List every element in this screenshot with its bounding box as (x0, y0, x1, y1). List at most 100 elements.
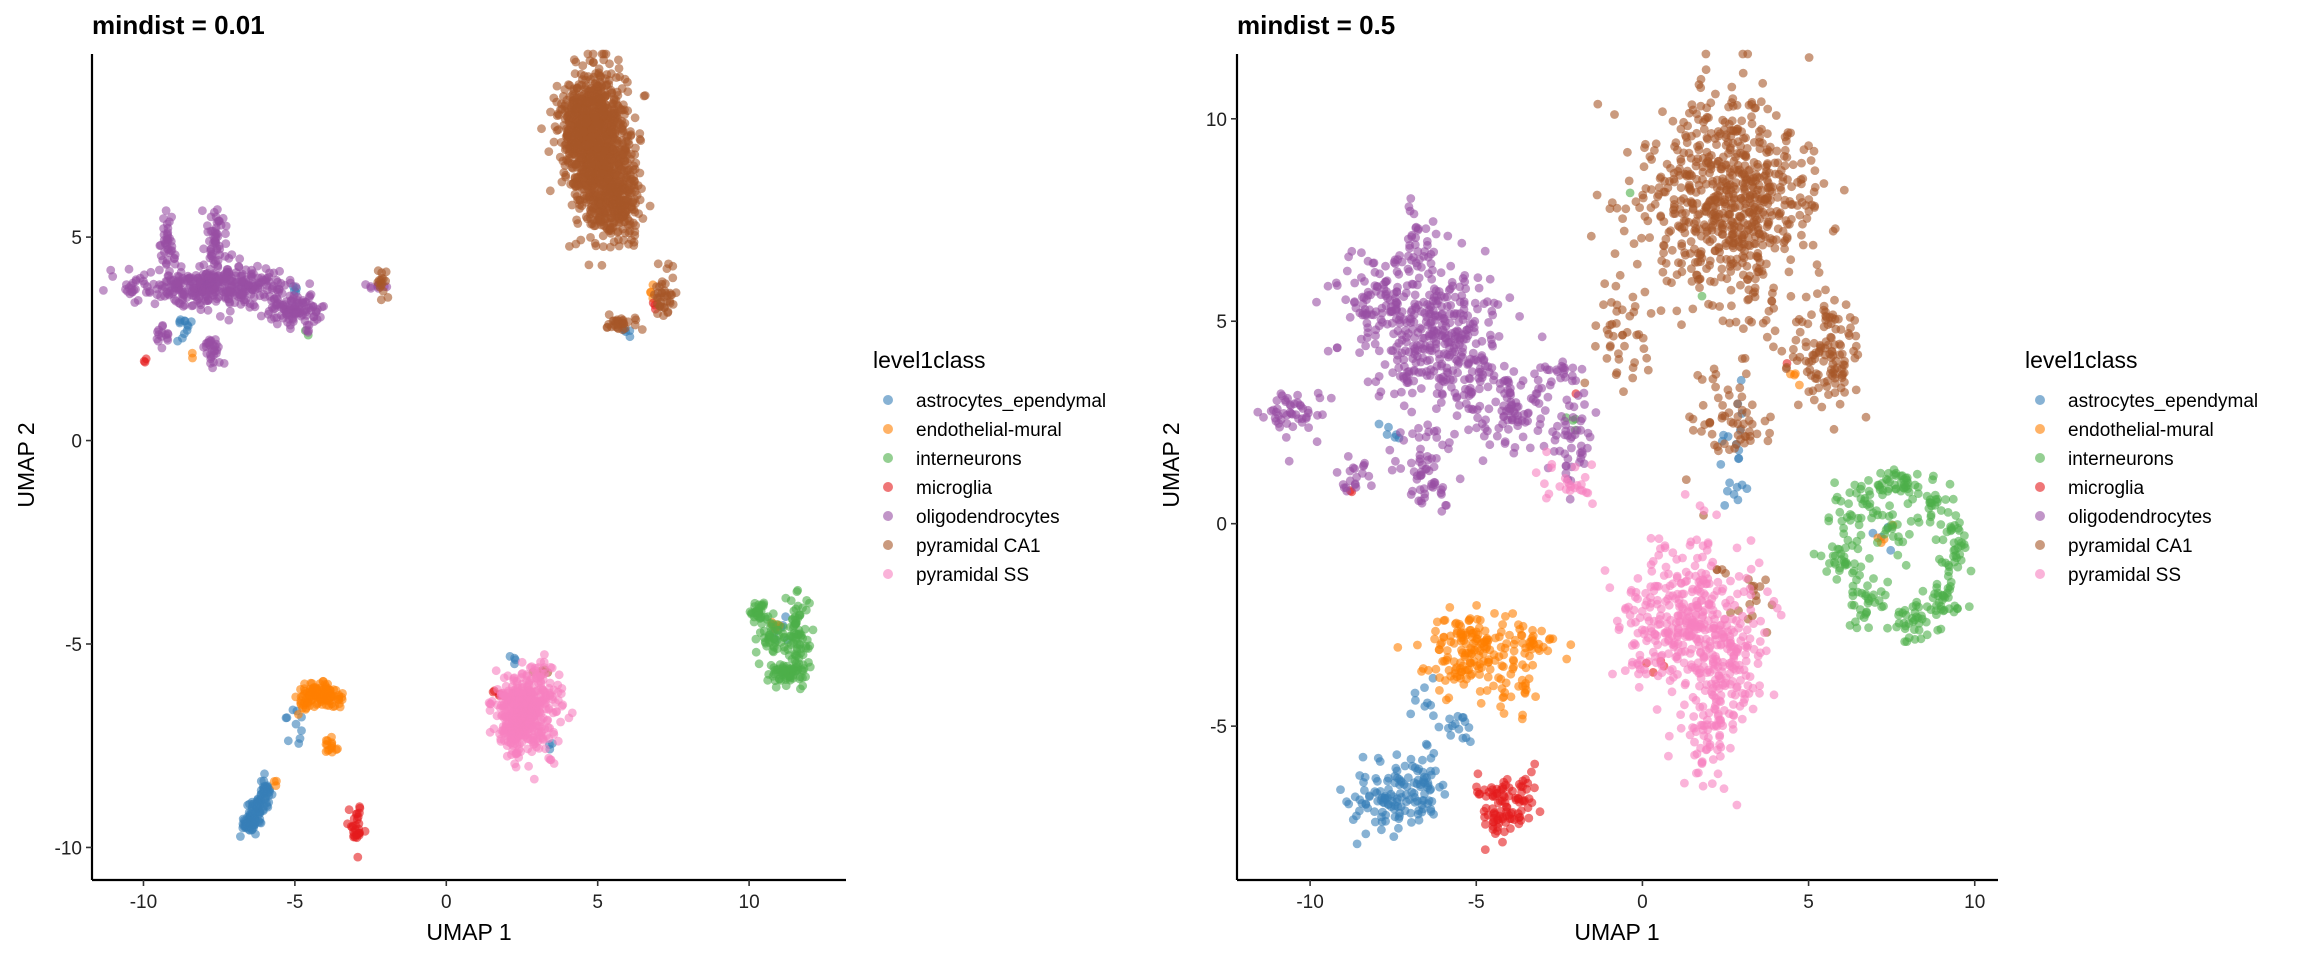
data-point (1629, 239, 1639, 249)
data-point (1500, 375, 1510, 385)
data-point (1431, 229, 1441, 239)
data-point (1390, 771, 1400, 781)
data-point (1453, 359, 1463, 369)
data-point (1488, 825, 1498, 834)
x-tick-label: -5 (286, 892, 303, 913)
data-point (1389, 804, 1399, 814)
data-point (578, 61, 588, 70)
data-point (131, 275, 141, 284)
data-point (554, 670, 564, 680)
data-point (1400, 761, 1410, 771)
data-point (571, 160, 581, 170)
data-point (793, 601, 803, 611)
x-tick-label: 0 (441, 892, 452, 913)
data-point (577, 201, 587, 211)
data-point (1945, 585, 1955, 594)
data-point (296, 696, 306, 706)
data-point (226, 287, 235, 296)
data-point (569, 132, 578, 142)
data-point (1832, 575, 1842, 584)
data-point (1468, 319, 1478, 329)
data-point (1719, 430, 1728, 440)
data-point (1455, 282, 1465, 292)
data-point (1830, 478, 1839, 488)
data-point (203, 305, 213, 315)
data-point (663, 308, 673, 317)
legend-key (883, 540, 893, 550)
data-point (206, 247, 216, 257)
data-point (262, 285, 272, 295)
data-point (1505, 388, 1515, 398)
data-point (162, 219, 172, 229)
data-point (1341, 295, 1351, 305)
data-point (1518, 710, 1527, 720)
data-point (285, 275, 295, 285)
data-point (1577, 414, 1587, 423)
legend-item: pyramidal SS (883, 565, 1029, 586)
data-point (597, 206, 607, 216)
data-point (1360, 786, 1369, 795)
data-point (1720, 501, 1730, 510)
data-point (327, 739, 337, 749)
data-point (1931, 606, 1941, 615)
data-point (1947, 523, 1956, 533)
data-point (553, 736, 563, 746)
data-point (636, 136, 646, 146)
data-point (607, 88, 617, 97)
data-point (1497, 684, 1507, 693)
data-point (1352, 811, 1361, 821)
data-point (1431, 296, 1441, 306)
data-point (1478, 456, 1488, 466)
data-point (630, 113, 640, 123)
data-point (1443, 231, 1453, 241)
data-point (771, 682, 781, 692)
data-point (1489, 681, 1498, 691)
data-point (552, 97, 562, 107)
y-tick-label: -5 (65, 635, 82, 656)
data-point (1361, 800, 1371, 809)
data-point (1827, 542, 1837, 552)
data-point (579, 127, 589, 137)
data-point (1944, 593, 1953, 602)
data-point (238, 269, 247, 279)
data-point (565, 242, 574, 251)
data-point (1835, 507, 1845, 517)
data-point (1561, 461, 1571, 471)
data-point (630, 194, 639, 204)
data-point (213, 205, 222, 214)
data-point (1416, 496, 1426, 506)
data-point (1797, 158, 1806, 168)
data-point (557, 177, 567, 187)
data-point (1949, 538, 1959, 548)
data-point (271, 300, 281, 310)
data-point (1497, 406, 1507, 416)
data-point (313, 698, 322, 708)
data-point (509, 700, 519, 709)
data-point (157, 284, 167, 294)
data-point (625, 226, 635, 236)
data-point (286, 324, 295, 334)
data-point (1323, 346, 1333, 356)
data-point (1284, 456, 1294, 466)
data-point (1442, 363, 1452, 373)
data-point (1954, 526, 1964, 535)
data-point (510, 653, 519, 663)
data-point (1369, 310, 1379, 320)
data-point (614, 235, 623, 245)
data-point (1856, 494, 1866, 504)
data-point (224, 294, 234, 304)
data-point (1394, 338, 1404, 348)
data-point (514, 716, 524, 725)
data-point (175, 299, 185, 309)
data-point (1469, 638, 1479, 648)
data-point (1848, 591, 1858, 601)
data-point (623, 131, 633, 141)
data-point (594, 175, 604, 185)
data-point (1955, 518, 1964, 527)
points-layer (99, 49, 818, 862)
data-point (1562, 395, 1572, 405)
data-point (617, 123, 627, 133)
data-point (1281, 397, 1290, 406)
data-point (334, 699, 344, 708)
data-point (225, 306, 235, 316)
